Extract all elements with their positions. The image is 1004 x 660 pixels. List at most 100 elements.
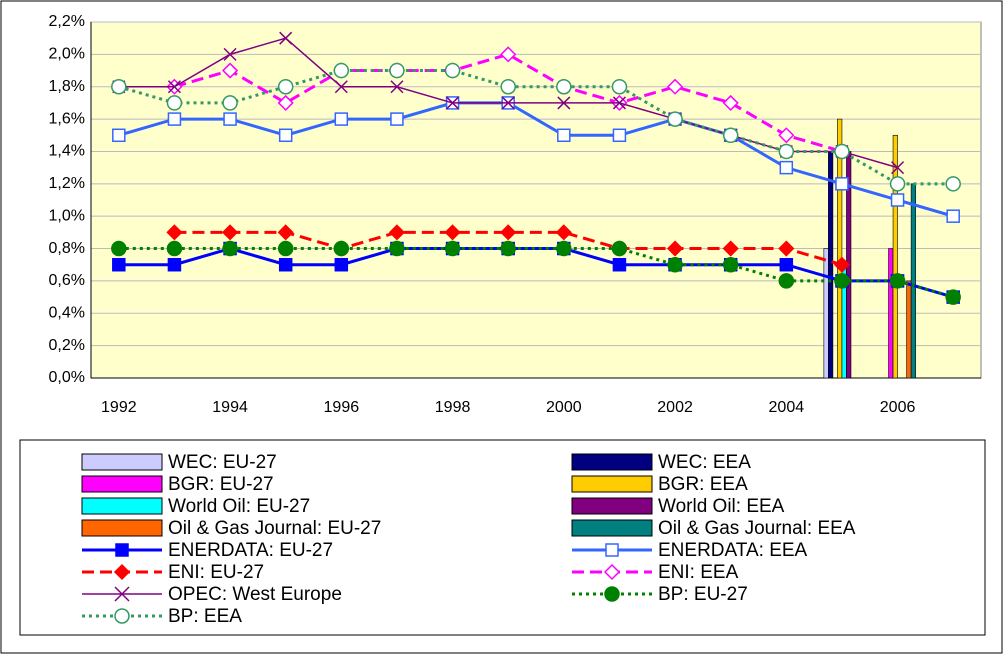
marker	[500, 240, 516, 257]
marker	[667, 256, 683, 273]
marker	[166, 224, 183, 241]
marker	[834, 143, 850, 160]
marker	[278, 128, 293, 143]
legend-marker	[604, 586, 620, 602]
marker	[835, 177, 849, 191]
marker	[722, 240, 739, 257]
marker	[277, 224, 294, 241]
marker	[444, 62, 461, 79]
marker	[945, 289, 961, 305]
bar	[892, 134, 898, 379]
x-tick-label: 2004	[769, 399, 805, 416]
marker	[277, 94, 294, 111]
marker	[444, 224, 461, 241]
y-tick-label: 0,0%	[49, 369, 85, 386]
y-tick-label: 0,6%	[49, 272, 85, 289]
y-tick-label: 1,2%	[49, 175, 85, 192]
x-tick-label: 1996	[324, 399, 360, 416]
marker	[778, 143, 795, 160]
marker	[222, 224, 239, 241]
marker	[446, 96, 460, 110]
y-tick-label: 2,0%	[49, 46, 85, 63]
marker	[278, 257, 293, 272]
legend-marker	[113, 563, 131, 581]
legend-swatch	[81, 475, 163, 493]
marker	[112, 128, 126, 143]
bar	[906, 280, 912, 379]
marker	[667, 111, 683, 127]
marker	[389, 62, 405, 79]
legend-label: ENERDATA: EU-27	[168, 540, 333, 561]
line	[118, 246, 954, 299]
legend-label: World Oil: EU-27	[168, 496, 310, 517]
legend-label: ENI: EU-27	[168, 562, 264, 583]
legend-swatch	[571, 519, 653, 537]
marker	[166, 95, 183, 111]
legend-marker	[603, 563, 621, 581]
y-tick-label: 0,8%	[49, 240, 85, 257]
marker	[390, 112, 404, 126]
marker	[834, 273, 850, 289]
marker	[111, 78, 127, 95]
marker	[390, 80, 404, 94]
marker	[945, 176, 961, 192]
marker	[223, 47, 237, 61]
marker	[612, 128, 627, 143]
y-tick-label: 1,0%	[49, 207, 85, 224]
marker	[833, 256, 850, 273]
marker	[667, 240, 684, 257]
legend-marker	[115, 543, 129, 557]
marker	[500, 46, 517, 63]
marker	[334, 80, 348, 94]
x-tick-label: 2006	[880, 399, 916, 416]
marker	[167, 257, 182, 272]
legend-label: BP: EU-27	[658, 584, 748, 605]
marker	[222, 95, 238, 111]
marker	[277, 78, 294, 95]
marker	[279, 31, 293, 45]
marker	[667, 78, 684, 95]
marker	[557, 96, 571, 110]
marker	[222, 240, 238, 257]
x-tick-label: 2002	[657, 399, 693, 416]
marker	[444, 240, 461, 257]
marker	[334, 257, 349, 272]
marker	[611, 78, 628, 95]
legend-label: Oil & Gas Journal: EEA	[658, 518, 856, 539]
marker	[889, 273, 906, 289]
marker	[500, 78, 516, 95]
legend-label: BGR: EU-27	[168, 474, 274, 495]
legend-swatch	[81, 497, 163, 515]
bar	[888, 248, 894, 379]
legend-label: ENERDATA: EEA	[658, 540, 808, 561]
legend-label: BGR: EEA	[658, 474, 748, 495]
marker	[334, 112, 349, 126]
marker	[389, 240, 405, 257]
bar	[823, 248, 829, 379]
x-tick-label: 1992	[101, 399, 137, 416]
legend-marker	[605, 543, 619, 557]
marker	[778, 127, 795, 144]
marker	[111, 240, 127, 257]
legend-swatch	[81, 453, 163, 471]
marker	[722, 256, 739, 273]
line	[118, 101, 954, 218]
marker	[722, 94, 739, 111]
bar	[837, 118, 843, 379]
marker	[501, 96, 515, 110]
marker	[388, 224, 405, 241]
x-tick-label: 1994	[212, 399, 248, 416]
y-tick-label: 2,2%	[49, 13, 85, 30]
legend-box	[19, 439, 986, 636]
bar	[910, 183, 916, 379]
marker	[611, 240, 628, 257]
marker	[946, 209, 960, 223]
marker	[167, 112, 182, 126]
legend-label: ENI: EEA	[658, 562, 739, 583]
marker	[779, 160, 794, 175]
y-tick-label: 1,4%	[49, 143, 85, 160]
legend-label: BP: EEA	[168, 606, 242, 627]
legend-swatch	[571, 497, 653, 515]
marker	[500, 224, 517, 241]
